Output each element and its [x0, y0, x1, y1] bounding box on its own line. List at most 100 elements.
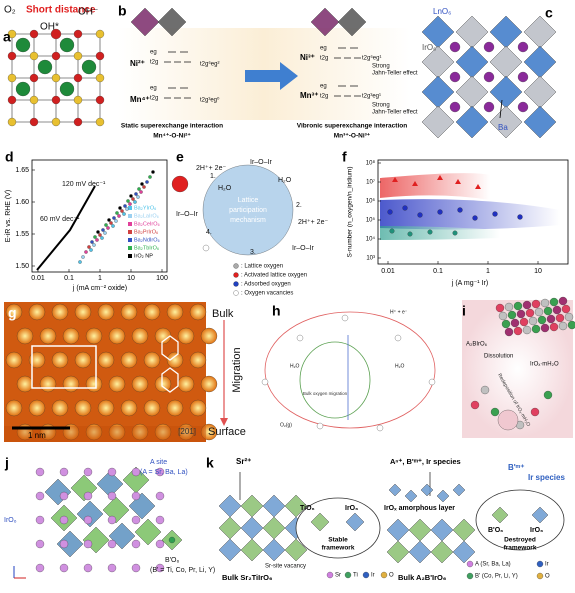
- marker: [93, 235, 97, 239]
- atom: [513, 326, 523, 336]
- stm-spot: [51, 303, 69, 321]
- label: 1.65: [15, 167, 29, 174]
- marker: [492, 211, 498, 217]
- label: Surface: [208, 426, 246, 438]
- atom: [546, 314, 556, 324]
- atom: [564, 312, 574, 322]
- label: Migration: [231, 347, 243, 392]
- atom: [107, 539, 117, 549]
- octahedron: [523, 15, 557, 49]
- octahedron: [44, 478, 72, 506]
- stm-spot: [189, 399, 207, 417]
- legend-swatch: [128, 246, 132, 250]
- legend-swatch: [128, 238, 132, 242]
- atom: [466, 572, 474, 580]
- marker: [96, 230, 100, 234]
- label: Vibronic superexchange interaction: [297, 123, 407, 130]
- label: H₂O: [290, 363, 300, 369]
- marker: [118, 206, 122, 210]
- label: A₂BIrO₆: [466, 342, 488, 348]
- atom: [73, 117, 83, 127]
- atom: [155, 491, 165, 501]
- atom: [561, 304, 571, 314]
- label: t2g: [320, 94, 328, 100]
- atom: [540, 323, 550, 333]
- atom: [29, 51, 39, 61]
- marker: [417, 212, 423, 218]
- atom: [35, 539, 45, 549]
- marker: [389, 228, 395, 234]
- label: TiO₆: [300, 505, 315, 512]
- label: H₂O: [218, 185, 232, 192]
- label: 0.01: [381, 268, 395, 275]
- atom: [59, 491, 69, 501]
- atom: [155, 467, 165, 477]
- marker: [78, 260, 82, 264]
- stm-spot: [200, 327, 218, 345]
- marker: [475, 184, 481, 189]
- atom: [83, 563, 93, 573]
- stm-spot: [131, 375, 149, 393]
- label: j (mA cm⁻² oxide): [72, 285, 127, 292]
- octahedron: [337, 7, 367, 37]
- atom: [558, 296, 568, 306]
- atom: [543, 306, 553, 316]
- label: Aⁿ⁺, B'ᵐ⁺, Ir species: [390, 457, 461, 466]
- scale-strip: [4, 426, 206, 442]
- label: 0.01: [31, 275, 45, 282]
- marker: [101, 228, 105, 232]
- atom: [470, 400, 480, 410]
- atom: [95, 51, 105, 61]
- step: [296, 334, 304, 342]
- label: 10⁸: [366, 160, 376, 167]
- octahedron: [240, 494, 264, 518]
- octahedron: [218, 494, 242, 518]
- marker: [103, 231, 107, 235]
- marker: [402, 205, 408, 211]
- marker: [148, 175, 152, 179]
- octahedron: [491, 506, 509, 524]
- label: t2g: [320, 56, 328, 62]
- label: Ba₂LaIrO₆: [134, 213, 159, 219]
- stm-image: [4, 302, 206, 442]
- marker: [137, 187, 141, 191]
- atom: [59, 539, 69, 549]
- label: a: [3, 29, 11, 45]
- atom: [525, 308, 535, 318]
- atom: [540, 298, 550, 308]
- label: 100: [156, 275, 168, 282]
- octahedron: [420, 483, 434, 497]
- label: Jahn-Teller effect: [372, 110, 418, 116]
- atom: [73, 29, 83, 39]
- atom: [519, 317, 529, 327]
- label: Sr²⁺: [236, 457, 251, 466]
- atom: [168, 536, 176, 544]
- label: O: [389, 573, 394, 579]
- inset: [295, 497, 381, 559]
- octahedron: [262, 538, 286, 562]
- stm-spot: [143, 399, 161, 417]
- atom: [7, 73, 17, 83]
- octahedron: [523, 75, 557, 109]
- atom: [29, 73, 39, 83]
- stm-spot: [108, 423, 126, 441]
- label: Bulk: [212, 308, 234, 320]
- atom: [531, 324, 541, 334]
- label: 10⁴: [366, 236, 376, 243]
- atom: [107, 515, 117, 525]
- label: A site: [150, 459, 167, 466]
- marker: [112, 216, 116, 220]
- atom: [29, 95, 39, 105]
- marker: [100, 236, 104, 240]
- atom: [517, 41, 529, 53]
- atom: [51, 73, 61, 83]
- label: H⁺ + e⁻: [390, 309, 408, 315]
- octahedron: [489, 75, 523, 109]
- label: B'O₆: [165, 557, 179, 564]
- atom: [29, 29, 39, 39]
- atom: [59, 563, 69, 573]
- label: 10³: [366, 256, 375, 262]
- octahedron: [455, 15, 489, 49]
- octahedron: [310, 7, 340, 37]
- atom: [51, 95, 61, 105]
